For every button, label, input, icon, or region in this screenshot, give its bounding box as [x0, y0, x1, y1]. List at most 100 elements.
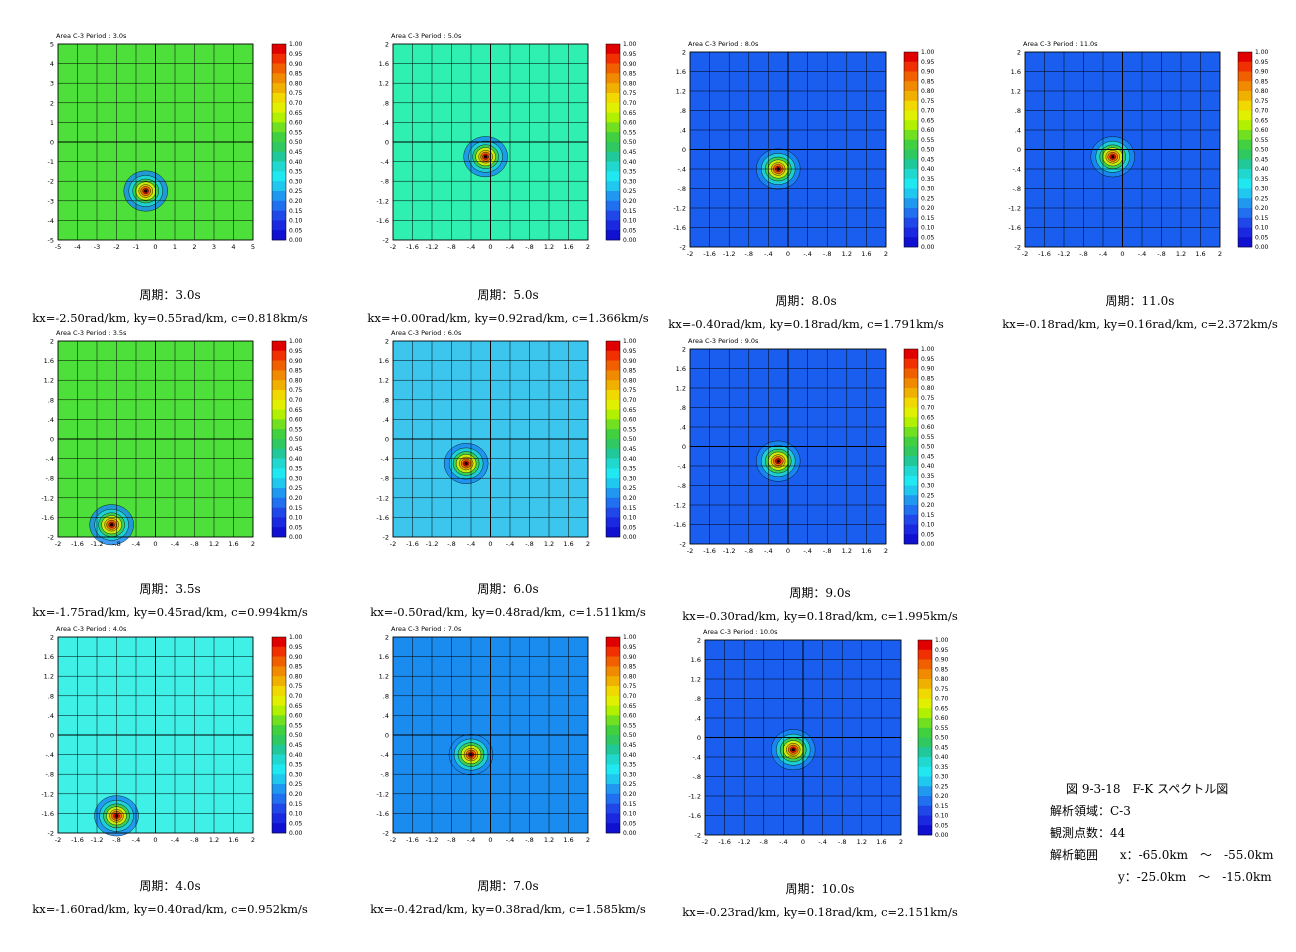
- colorbar-swatch: [904, 495, 918, 506]
- colorbar-label: 0.00: [921, 244, 935, 251]
- colorbar-swatch: [918, 708, 932, 719]
- panel-group: Area C-3 Period : 10.0s -2 -1.6 -1.2 -.8 -.4 0…: [688, 628, 948, 846]
- caption-9-0s: 周期：9.0s kx=-0.30rad/km, ky=0.18rad/km, c…: [650, 584, 990, 623]
- colorbar-label: 0.00: [623, 534, 637, 541]
- x-tick-label: 1.2: [544, 836, 554, 844]
- x-tick-label: 2: [586, 836, 590, 844]
- analysis-area: 解析領域：C-3: [1050, 804, 1131, 818]
- colorbar-label: 0.60: [935, 715, 949, 722]
- colorbar-label: 0.20: [623, 198, 637, 205]
- colorbar-swatch: [904, 159, 918, 170]
- colorbar-label: 0.70: [921, 405, 935, 412]
- colorbar-swatch: [272, 122, 286, 133]
- x-tick-label: -1.2: [91, 836, 104, 844]
- colorbar-label: 0.80: [623, 673, 637, 680]
- period-caption: 周期：4.0s: [139, 879, 201, 893]
- colorbar-swatch: [918, 805, 932, 816]
- x-tick-label: 4: [231, 243, 235, 251]
- y-tick-label: -.4: [692, 754, 701, 762]
- colorbar-swatch: [1238, 81, 1252, 92]
- y-tick-label: -2: [680, 541, 686, 549]
- plot-frame: [704, 639, 902, 836]
- colorbar-swatch: [606, 458, 620, 469]
- panel-group: Area C-3 Period : 11.0s -2 -1.6 -1.2 -.8 -.4 0…: [1008, 40, 1268, 258]
- colorbar-label: 0.10: [623, 218, 637, 225]
- y-tick-label: -.4: [677, 463, 686, 471]
- colorbar-label: 0.30: [921, 483, 935, 490]
- x-tick-label: -1.6: [406, 836, 419, 844]
- colorbar-swatch: [272, 171, 286, 182]
- y-tick-label: 1.6: [44, 357, 54, 365]
- wave-caption: kx=-1.75rad/km, ky=0.45rad/km, c=0.994km…: [32, 605, 308, 619]
- colorbar-label: 0.05: [921, 234, 935, 241]
- x-tick-label: -.4: [803, 547, 812, 555]
- colorbar-label: 0.65: [289, 407, 303, 414]
- colorbar-label: 0.65: [623, 703, 637, 710]
- y-tick-label: .4: [48, 416, 54, 424]
- analysis-range-label: 解析範囲: [1050, 848, 1099, 862]
- y-tick-label: 1.6: [676, 365, 686, 373]
- y-tick-label: -.8: [692, 773, 701, 781]
- colorbar-swatch: [904, 81, 918, 92]
- plot-frame: [57, 636, 254, 834]
- y-tick-label: 1: [50, 119, 54, 127]
- x-tick-label: 1.6: [228, 836, 238, 844]
- colorbar-swatch: [1238, 71, 1252, 82]
- colorbar-swatch: [904, 61, 918, 72]
- caption-5-0s: 周期：5.0s kx=+0.00rad/km, ky=0.92rad/km, c…: [338, 286, 678, 325]
- colorbar-swatch: [918, 825, 932, 836]
- y-tick-label: -.4: [1012, 166, 1021, 174]
- colorbar-swatch: [272, 399, 286, 410]
- colorbar-label: 0.90: [623, 61, 637, 68]
- colorbar-label: 0.45: [921, 156, 935, 163]
- y-tick-label: 2: [385, 41, 389, 49]
- colorbar-swatch: [272, 784, 286, 795]
- colorbar-swatch: [272, 517, 286, 528]
- colorbar-swatch: [606, 210, 620, 221]
- plot-frame: [689, 51, 887, 248]
- colorbar-frame: [605, 636, 621, 834]
- y-tick-label: .8: [695, 695, 701, 703]
- x-tick-label: -.4: [764, 250, 773, 258]
- colorbar-swatch: [272, 230, 286, 241]
- colorbar-swatch: [272, 93, 286, 104]
- colorbar-swatch: [904, 149, 918, 160]
- colorbar-swatch: [1238, 227, 1252, 238]
- y-tick-label: 2: [682, 49, 686, 57]
- x-tick-label: 0: [488, 540, 492, 548]
- colorbar-swatch: [272, 44, 286, 55]
- colorbar-swatch: [272, 646, 286, 657]
- colorbar-swatch: [1238, 208, 1252, 219]
- colorbar-label: 0.40: [1255, 166, 1269, 173]
- colorbar-label: 0.90: [623, 358, 637, 365]
- colorbar-swatch: [606, 774, 620, 785]
- colorbar-label: 0.85: [623, 664, 637, 671]
- colorbar-label: 0.70: [289, 100, 303, 107]
- colorbar-label: 0.35: [289, 169, 303, 176]
- x-tick-label: -.4: [779, 838, 788, 846]
- colorbar-swatch: [606, 341, 620, 352]
- colorbar-label: 0.60: [1255, 127, 1269, 134]
- colorbar-swatch: [904, 100, 918, 111]
- x-tick-label: -2: [687, 250, 693, 258]
- colorbar-label: 0.30: [623, 178, 637, 185]
- x-tick-label: 0: [801, 838, 805, 846]
- x-tick-label: -1.2: [426, 540, 439, 548]
- colorbar-label: 0.85: [289, 368, 303, 375]
- colorbar-swatch: [272, 725, 286, 736]
- colorbar-swatch: [606, 744, 620, 755]
- range-y-value: y：-25.0km ～ -15.0km: [1118, 870, 1272, 884]
- y-tick-label: -1.2: [673, 502, 686, 510]
- colorbar-label: 0.05: [935, 822, 949, 829]
- colorbar-label: 0.90: [289, 358, 303, 365]
- colorbar-label: 0.55: [623, 129, 637, 136]
- colorbar-frame: [271, 43, 287, 241]
- colorbar-label: 0.30: [623, 475, 637, 482]
- colorbar-swatch: [606, 676, 620, 687]
- colorbar-swatch: [272, 735, 286, 746]
- colorbar-label: 0.25: [289, 485, 303, 492]
- colorbar-swatch: [606, 53, 620, 64]
- colorbar-swatch: [606, 784, 620, 795]
- y-tick-label: .8: [383, 396, 389, 404]
- y-tick-label: -1.2: [688, 793, 701, 801]
